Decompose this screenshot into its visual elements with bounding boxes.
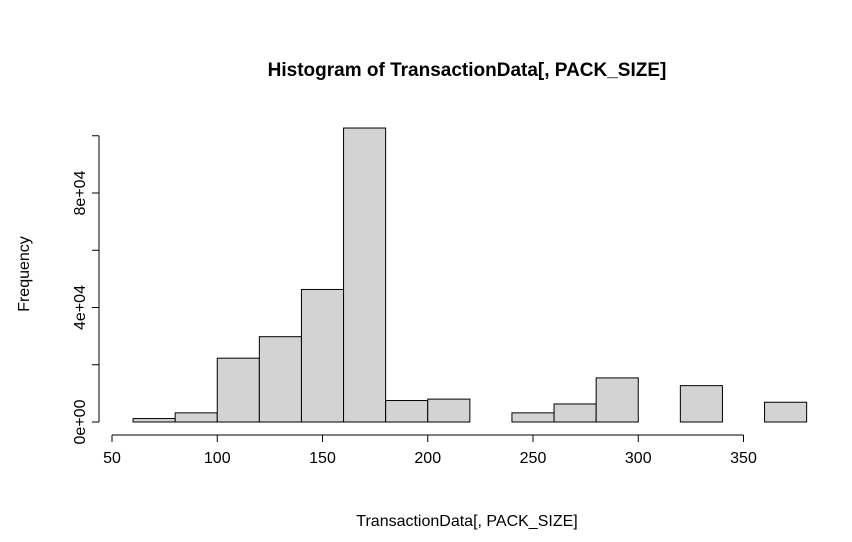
y-tick-label: 8e+04 xyxy=(72,170,89,215)
histogram-bar-100-120 xyxy=(216,357,260,423)
histogram-bars xyxy=(132,127,808,423)
histogram-bar-360-380 xyxy=(764,401,808,423)
x-tick-label: 300 xyxy=(625,450,652,467)
histogram-bar-280-300 xyxy=(595,377,639,423)
histogram-bar-60-80 xyxy=(132,418,176,423)
x-axis-label: TransactionData[, PACK_SIZE] xyxy=(356,513,577,530)
x-tick-label: 250 xyxy=(520,450,547,467)
histogram-bar-180-200 xyxy=(385,400,429,423)
y-tick-label: 0e+00 xyxy=(72,399,89,444)
histogram-bar-120-140 xyxy=(258,336,302,423)
y-tick-label: 4e+04 xyxy=(72,285,89,330)
histogram-bar-320-340 xyxy=(679,385,723,423)
histogram-bar-160-180 xyxy=(343,127,387,423)
histogram-bar-140-160 xyxy=(300,288,345,423)
x-tick-label: 100 xyxy=(204,450,231,467)
y-axis: 0e+00 4e+04 8e+04 xyxy=(72,135,100,444)
x-axis: 50 100 150 200 250 300 350 xyxy=(103,434,757,467)
y-axis-label: Frequency xyxy=(16,236,33,312)
histogram-bar-200-220 xyxy=(427,398,471,423)
x-tick-label: 350 xyxy=(730,450,757,467)
x-tick-label: 200 xyxy=(414,450,441,467)
chart-title: Histogram of TransactionData[, PACK_SIZE… xyxy=(268,60,667,81)
x-tick-label: 150 xyxy=(309,450,336,467)
x-tick-label: 50 xyxy=(103,450,121,467)
histogram-bar-80-100 xyxy=(174,412,218,423)
histogram-bar-240-260 xyxy=(511,412,555,423)
histogram-bar-260-280 xyxy=(553,403,597,423)
